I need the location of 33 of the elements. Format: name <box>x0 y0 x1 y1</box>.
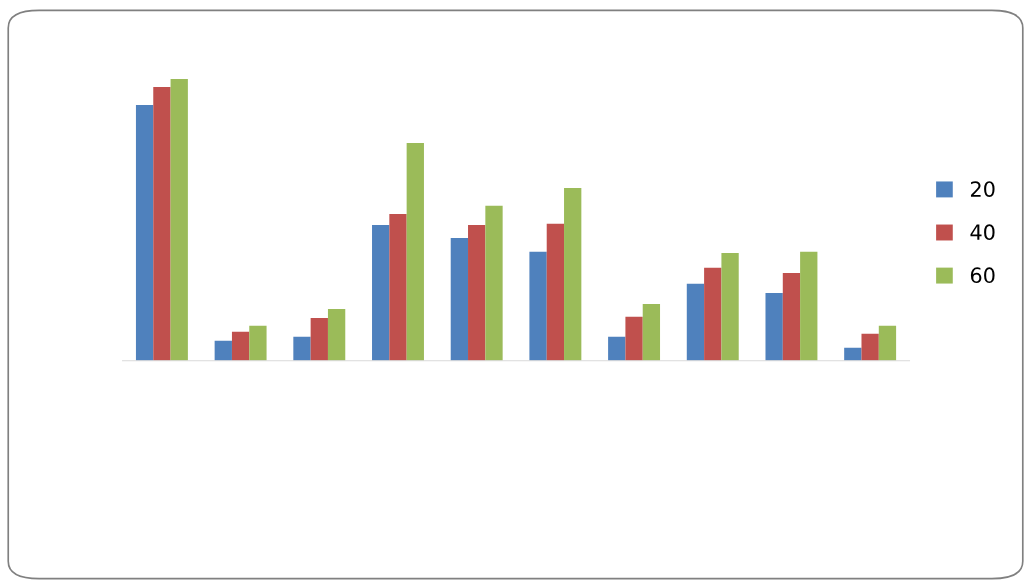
bar <box>782 272 801 361</box>
bar <box>625 316 643 361</box>
bar <box>529 251 547 361</box>
bar <box>135 104 154 361</box>
bar <box>310 317 328 361</box>
bar <box>170 79 188 361</box>
bar <box>153 86 171 361</box>
bar <box>564 188 582 361</box>
bar <box>686 283 705 361</box>
bar <box>249 325 267 361</box>
bar <box>844 347 862 361</box>
bar <box>406 142 424 361</box>
bar <box>642 303 661 361</box>
legend-label: 60 <box>970 267 995 284</box>
bar <box>231 331 250 361</box>
bar <box>878 325 897 361</box>
bar <box>327 308 346 361</box>
bar <box>485 205 503 361</box>
bar <box>450 237 469 361</box>
bar <box>214 340 232 361</box>
bar <box>721 252 739 361</box>
bar <box>546 223 565 361</box>
bar <box>608 336 626 361</box>
legend-label: 40 <box>970 224 995 241</box>
bar <box>765 292 783 361</box>
bar <box>704 267 722 361</box>
bar <box>293 336 311 361</box>
bar <box>389 213 407 361</box>
bar <box>800 251 818 361</box>
legend-label: 20 <box>970 181 995 197</box>
bar <box>861 333 879 361</box>
bar <box>468 224 486 361</box>
bar <box>372 224 390 361</box>
